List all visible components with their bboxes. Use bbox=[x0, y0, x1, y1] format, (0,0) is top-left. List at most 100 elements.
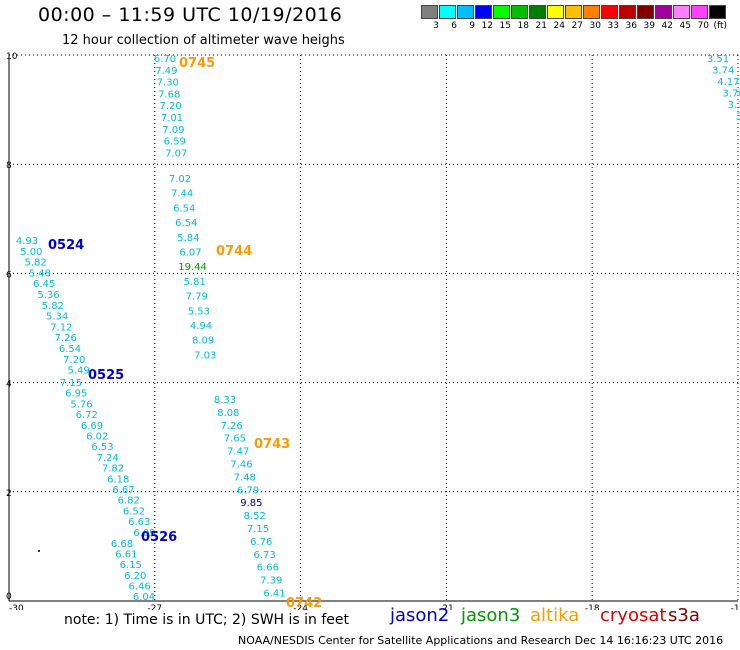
wave-height-label: 4.94 bbox=[190, 321, 212, 332]
wave-height-label: 5.36 bbox=[37, 290, 59, 301]
scale-label: 24 bbox=[553, 21, 565, 31]
x-tick-label: -15 bbox=[731, 604, 740, 610]
scale-label: 12 bbox=[481, 21, 493, 31]
x-tick-label: -24 bbox=[293, 604, 308, 610]
wave-height-label: 6.59 bbox=[164, 137, 186, 148]
scale-swatch bbox=[565, 5, 582, 19]
pass-time-label: 0525 bbox=[88, 368, 124, 383]
wave-height-label: 8.33 bbox=[214, 395, 236, 406]
scale-label: 36 bbox=[625, 21, 637, 31]
wave-height-label: 8.09 bbox=[192, 336, 214, 347]
wave-height-label: 6.95 bbox=[65, 389, 87, 400]
legend-item-altika: altika bbox=[530, 605, 580, 626]
wave-height-label: 5.82 bbox=[42, 301, 64, 312]
scale-label: 6 bbox=[451, 21, 457, 31]
credit-line: NOAA/NESDIS Center for Satellite Applica… bbox=[238, 634, 724, 647]
page-subtitle: 12 hour collection of altimeter wave hei… bbox=[62, 33, 345, 48]
wave-height-label: 3.76 bbox=[722, 89, 740, 100]
wave-height-label: 6.61 bbox=[115, 550, 137, 561]
wave-height-label: 5.49 bbox=[67, 366, 89, 377]
wave-height-label: 6.20 bbox=[124, 571, 146, 582]
y-tick-label: 10 bbox=[6, 52, 18, 62]
wave-height-label: 7.30 bbox=[157, 78, 179, 89]
legend-item-jason2: jason2 bbox=[390, 605, 450, 626]
wave-height-label: 5.84 bbox=[177, 233, 199, 244]
scale-label: 39 bbox=[643, 21, 655, 31]
wave-height-label: 6.41 bbox=[263, 589, 285, 600]
wave-height-label: 6.07 bbox=[179, 248, 201, 259]
pass-time-label: 0526 bbox=[141, 530, 177, 545]
wave-height-label: 6.82 bbox=[118, 496, 140, 507]
wave-height-label: 6.04 bbox=[133, 592, 155, 603]
wave-height-label: 5.76 bbox=[70, 399, 92, 410]
wave-height-label: 7.49 bbox=[155, 66, 177, 77]
scale-label: 33 bbox=[607, 21, 619, 31]
wave-height-label: 5.82 bbox=[24, 258, 46, 269]
wave-height-label: 7.82 bbox=[102, 464, 124, 475]
scale-swatch bbox=[439, 5, 456, 19]
scale-label: 45 bbox=[679, 21, 691, 31]
wave-height-label: 6.54 bbox=[173, 203, 195, 214]
wave-height-label: 7.15 bbox=[247, 524, 269, 535]
scale-label: (ft) bbox=[713, 21, 727, 31]
scale-swatch bbox=[637, 5, 654, 19]
scale-swatch bbox=[547, 5, 564, 19]
wave-height-label: 6.79 bbox=[237, 485, 259, 496]
pass-time-label: 0745 bbox=[179, 56, 215, 71]
wave-height-label: 6.54 bbox=[175, 218, 197, 229]
scale-swatch bbox=[493, 5, 510, 19]
y-tick-label: 0 bbox=[6, 592, 12, 602]
wave-height-label: 6.09 bbox=[133, 528, 155, 539]
wave-height-label: 5.53 bbox=[188, 306, 210, 317]
wave-height-label: 6.52 bbox=[123, 506, 145, 517]
scale-label: 21 bbox=[535, 21, 547, 31]
y-tick-label: 4 bbox=[6, 380, 12, 390]
scale-label: 18 bbox=[517, 21, 529, 31]
wave-height-label: 7.01 bbox=[161, 113, 183, 124]
wave-height-label: 19.44 bbox=[178, 262, 207, 273]
y-tick-label: 8 bbox=[6, 161, 12, 171]
scale-swatch bbox=[511, 5, 528, 19]
x-tick-label: -30 bbox=[9, 604, 24, 610]
wave-height-label: 4.93 bbox=[16, 236, 38, 247]
wave-height-label: 6.69 bbox=[81, 421, 103, 432]
pass-time-label: 0743 bbox=[254, 437, 290, 452]
wave-height-label: 7.07 bbox=[165, 148, 187, 159]
wave-height-label: 7.44 bbox=[171, 189, 193, 200]
wave-height-label: 5.00 bbox=[20, 247, 42, 258]
wave-height-label: 7.46 bbox=[230, 460, 252, 471]
scale-swatch bbox=[709, 5, 726, 19]
wave-height-label: 7.48 bbox=[234, 472, 256, 483]
wave-height-label: 7.20 bbox=[63, 355, 85, 366]
scale-swatch bbox=[655, 5, 672, 19]
wave-height-label: 5.34 bbox=[46, 312, 68, 323]
wave-height-label: 7.26 bbox=[220, 421, 242, 432]
scale-label: 42 bbox=[661, 21, 673, 31]
wave-height-label: 6.73 bbox=[253, 550, 275, 561]
x-tick-label: -18 bbox=[585, 604, 600, 610]
x-tick-label: -21 bbox=[439, 604, 454, 610]
scale-swatch bbox=[601, 5, 618, 19]
wave-height-label: 6.46 bbox=[128, 581, 150, 592]
wave-height-label: 6.70 bbox=[154, 54, 176, 65]
wave-height-label: 7.68 bbox=[158, 89, 180, 100]
stray-point bbox=[38, 550, 40, 552]
page-title: 00:00 – 11:59 UTC 10/19/2016 bbox=[38, 4, 343, 26]
wave-height-label: 7.20 bbox=[159, 101, 181, 112]
footer-note: note: 1) Time is in UTC; 2) SWH is in fe… bbox=[64, 612, 350, 628]
wave-height-label: 6.53 bbox=[91, 442, 113, 453]
y-tick-label: 2 bbox=[6, 489, 12, 499]
wave-height-label: 5.48 bbox=[29, 268, 51, 279]
color-scale-labels: 3 6 9 12 15 18 21 24 27 30 33 36 39 42 45 70 (ft) bbox=[421, 21, 727, 31]
scale-label: 15 bbox=[499, 21, 511, 31]
y-tick-label: 6 bbox=[6, 270, 12, 280]
wave-height-label: 8.08 bbox=[217, 408, 239, 419]
wave-height-label: 6.63 bbox=[128, 517, 150, 528]
color-scale bbox=[421, 5, 727, 19]
wave-height-label: 3.74 bbox=[712, 66, 734, 77]
scale-label: 70 bbox=[697, 21, 709, 31]
wave-height-label: 7.24 bbox=[97, 453, 119, 464]
wave-height-label: 6.18 bbox=[107, 474, 129, 485]
wave-height-label: 7.09 bbox=[162, 125, 184, 136]
x-tick-label: -27 bbox=[147, 604, 162, 610]
